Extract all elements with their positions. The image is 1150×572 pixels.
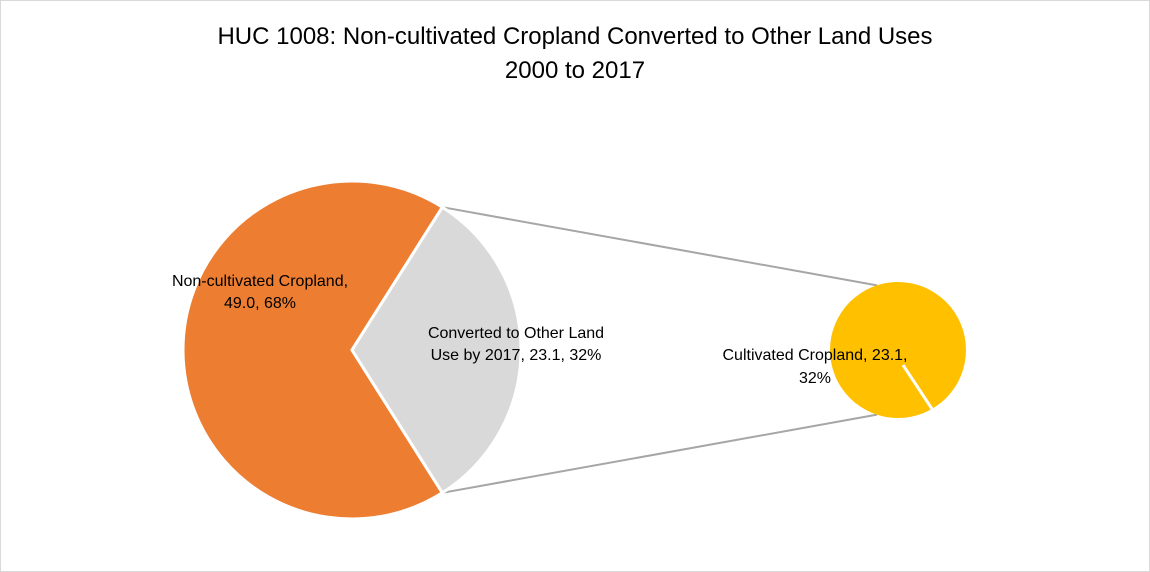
data-label-converted-line1: Converted to Other Land xyxy=(428,325,604,342)
secondary-pie-divider xyxy=(901,364,934,410)
data-label-non-cultivated-line1: Non-cultivated Cropland, xyxy=(172,273,348,290)
connector-line-top xyxy=(442,206,878,287)
pie-slice-non-cultivated-cropland xyxy=(181,179,445,521)
chart-subtitle-line: 2000 to 2017 xyxy=(504,57,646,84)
data-label-converted-line2: Use by 2017, 23.1, 32% xyxy=(431,347,602,364)
data-label-non-cultivated-line2: 49.0, 68% xyxy=(224,295,296,312)
data-label-cultivated-line1: Cultivated Cropland, 23.1, xyxy=(723,347,908,364)
data-label-cultivated-line2: 32% xyxy=(799,370,831,387)
pie-slice-cultivated-cropland xyxy=(830,282,966,418)
connector-line-bottom xyxy=(442,413,878,494)
pie-slice-converted-to-other-land-use xyxy=(350,205,523,495)
chart-title-line: HUC 1008: Non-cultivated Cropland Conver… xyxy=(217,23,933,50)
chart-title: HUC 1008: Non-cultivated Cropland Conver… xyxy=(0,20,1150,88)
